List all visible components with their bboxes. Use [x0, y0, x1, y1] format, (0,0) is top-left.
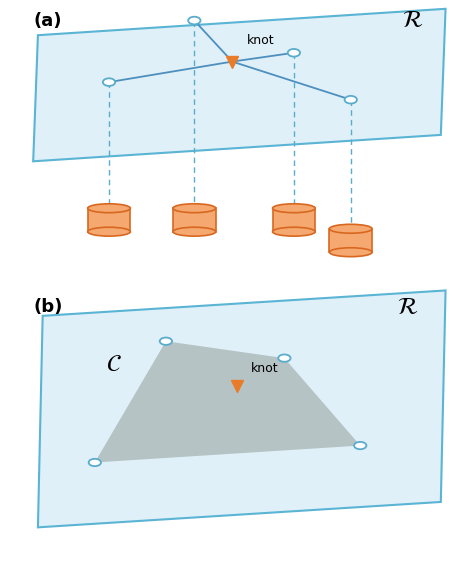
Ellipse shape	[329, 248, 372, 257]
Ellipse shape	[173, 227, 216, 236]
Circle shape	[188, 17, 201, 24]
Text: (a): (a)	[33, 11, 62, 29]
Text: (b): (b)	[33, 298, 63, 316]
Ellipse shape	[88, 227, 130, 236]
Circle shape	[345, 96, 357, 104]
Polygon shape	[38, 290, 446, 527]
Ellipse shape	[329, 224, 372, 233]
Text: knot: knot	[251, 362, 279, 375]
Ellipse shape	[173, 204, 216, 213]
Text: $\mathcal{C}$: $\mathcal{C}$	[106, 352, 122, 376]
Ellipse shape	[88, 204, 130, 213]
Bar	[173, 208, 216, 232]
Circle shape	[89, 459, 101, 466]
Circle shape	[160, 337, 172, 345]
Text: $\mathcal{R}$: $\mathcal{R}$	[397, 296, 418, 319]
Polygon shape	[95, 341, 360, 462]
Ellipse shape	[273, 227, 315, 236]
Polygon shape	[33, 9, 446, 161]
Ellipse shape	[273, 204, 315, 213]
Bar	[273, 208, 315, 232]
Circle shape	[103, 78, 115, 86]
Text: knot: knot	[246, 34, 274, 47]
Circle shape	[278, 355, 291, 362]
Bar	[88, 208, 130, 232]
Bar	[329, 229, 372, 252]
Text: $\mathcal{R}$: $\mathcal{R}$	[402, 9, 423, 32]
Circle shape	[288, 49, 300, 56]
Circle shape	[354, 442, 366, 449]
